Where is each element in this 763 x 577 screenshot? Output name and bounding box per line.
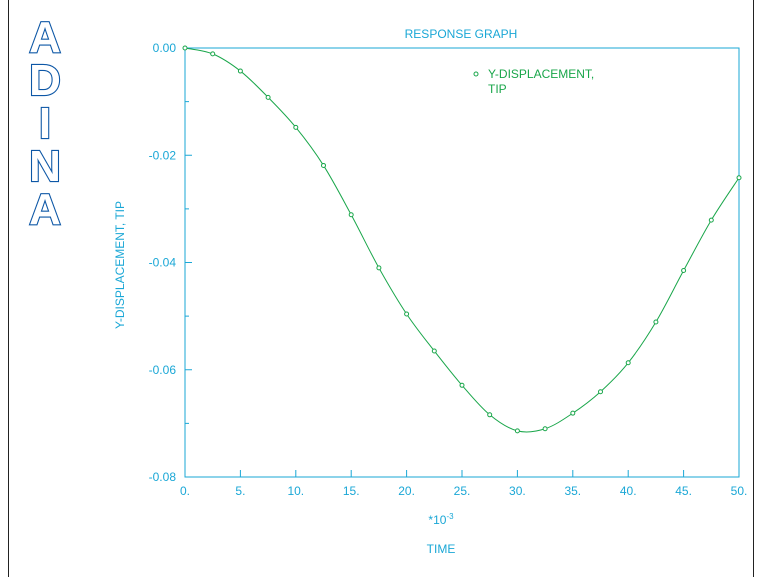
data-point-marker <box>182 45 188 51</box>
data-point-marker <box>459 382 465 388</box>
data-point-marker <box>210 51 216 57</box>
x-tick-label: 40. <box>620 484 637 498</box>
y-tick-label: -0.04 <box>149 256 177 270</box>
data-point-marker <box>653 319 659 325</box>
data-point-marker <box>542 426 548 432</box>
chart-title: RESPONSE GRAPH <box>405 27 518 41</box>
plot-area-frame <box>184 47 740 478</box>
x-axis-multiplier: *10-3 <box>428 512 454 527</box>
x-tick-label: 45. <box>675 484 692 498</box>
x-tick-label: 5. <box>235 484 245 498</box>
legend-label: TIP <box>488 82 507 96</box>
data-point-marker <box>376 265 382 271</box>
data-point-marker <box>736 175 742 181</box>
x-tick-label: 50. <box>731 484 748 498</box>
data-point-marker <box>293 124 299 130</box>
logo-letter: I <box>39 99 51 148</box>
data-point-marker <box>265 94 271 100</box>
data-point-marker <box>431 348 437 354</box>
x-tick-label: 30. <box>509 484 526 498</box>
data-point-marker <box>708 217 714 223</box>
y-axis-label: Y-DISPLACEMENT, TIP <box>113 201 127 329</box>
data-point-marker <box>598 389 603 395</box>
y-tick-label: -0.02 <box>149 148 177 162</box>
legend-label: Y-DISPLACEMENT, <box>488 67 594 81</box>
x-tick-label: 35. <box>564 484 581 498</box>
y-axis: 0.00 -0.02 -0.04 -0.06 -0.08 <box>149 41 192 484</box>
x-tick-label: 0. <box>180 484 190 498</box>
logo-letter: A <box>29 185 61 234</box>
logo-letter: N <box>29 142 61 191</box>
x-tick-label: 15. <box>343 484 360 498</box>
logo-letter: D <box>29 56 61 105</box>
x-tick-label: 25. <box>454 484 471 498</box>
data-point-marker <box>321 162 326 168</box>
x-axis: 0. 5. 10. 15. 20. 25. 30. 35. 40. 45. 50. <box>180 470 747 498</box>
data-point-marker <box>625 360 631 366</box>
x-tick-label: 10. <box>287 484 304 498</box>
legend-marker <box>473 71 479 77</box>
data-point-marker <box>237 68 243 74</box>
data-point-marker <box>570 410 576 416</box>
data-point-marker <box>404 311 410 317</box>
y-tick-label: 0.00 <box>153 41 177 55</box>
logo-letter: A <box>29 13 61 62</box>
x-tick-label: 20. <box>398 484 415 498</box>
y-tick-label: -0.06 <box>149 363 177 377</box>
data-point-marker <box>514 428 520 434</box>
series-line <box>184 47 740 433</box>
y-tick-label: -0.08 <box>149 470 177 484</box>
legend: Y-DISPLACEMENT,TIP <box>473 67 594 96</box>
data-point-marker <box>348 212 354 218</box>
series-y-displacement-tip <box>182 45 742 434</box>
data-point-marker <box>681 268 687 274</box>
data-point-marker <box>487 412 493 418</box>
x-axis-label: TIME <box>427 542 456 556</box>
